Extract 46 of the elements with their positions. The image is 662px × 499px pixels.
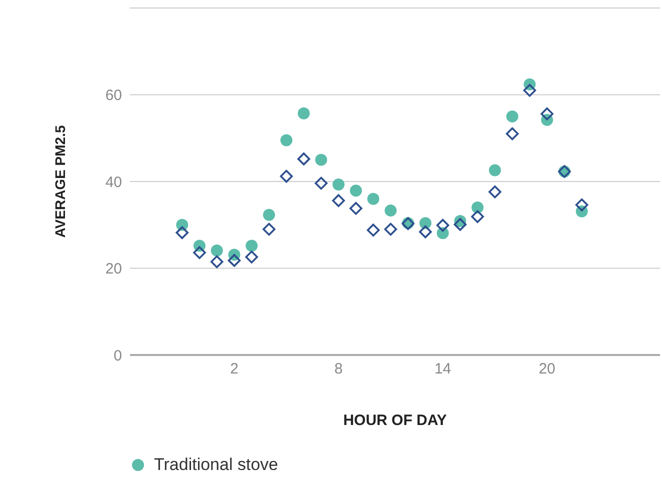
point <box>332 194 345 207</box>
point <box>488 164 501 176</box>
point <box>575 198 588 212</box>
point <box>384 204 397 217</box>
point <box>366 224 380 236</box>
point <box>280 170 293 183</box>
point <box>245 250 258 264</box>
point <box>280 134 292 146</box>
y-tick-label: 40 <box>105 174 122 191</box>
y-axis-title: AVERAGE PM2.5 <box>52 125 68 238</box>
point <box>506 127 519 140</box>
point <box>262 222 276 236</box>
legend-label: Traditional stove <box>154 455 278 475</box>
point <box>193 246 206 260</box>
point <box>314 176 328 190</box>
point <box>315 154 328 166</box>
x-tick-label: 20 <box>538 360 556 378</box>
point <box>298 107 310 120</box>
x-tick-label: 8 <box>334 360 343 378</box>
point <box>367 192 380 205</box>
point <box>540 107 554 120</box>
point <box>523 84 536 97</box>
y-tick-label: 0 <box>114 347 122 364</box>
y-tick-label: 20 <box>105 260 122 278</box>
point <box>350 202 362 215</box>
point <box>384 222 398 236</box>
point <box>332 178 345 191</box>
point <box>506 110 518 122</box>
point <box>210 255 224 268</box>
point <box>210 244 223 256</box>
point <box>246 240 258 252</box>
y-tick-label: 60 <box>105 87 122 104</box>
point <box>263 208 276 221</box>
x-tick-label: 14 <box>434 360 452 378</box>
x-axis-title: HOUR OF DAY <box>343 412 447 429</box>
point <box>471 210 484 224</box>
point <box>436 218 450 232</box>
point <box>472 202 484 214</box>
point <box>228 254 241 267</box>
point <box>454 218 467 231</box>
point <box>176 226 189 240</box>
x-tick-label: 2 <box>230 360 238 378</box>
point <box>419 225 432 238</box>
point <box>297 152 310 166</box>
point <box>488 186 502 198</box>
point <box>350 184 362 197</box>
